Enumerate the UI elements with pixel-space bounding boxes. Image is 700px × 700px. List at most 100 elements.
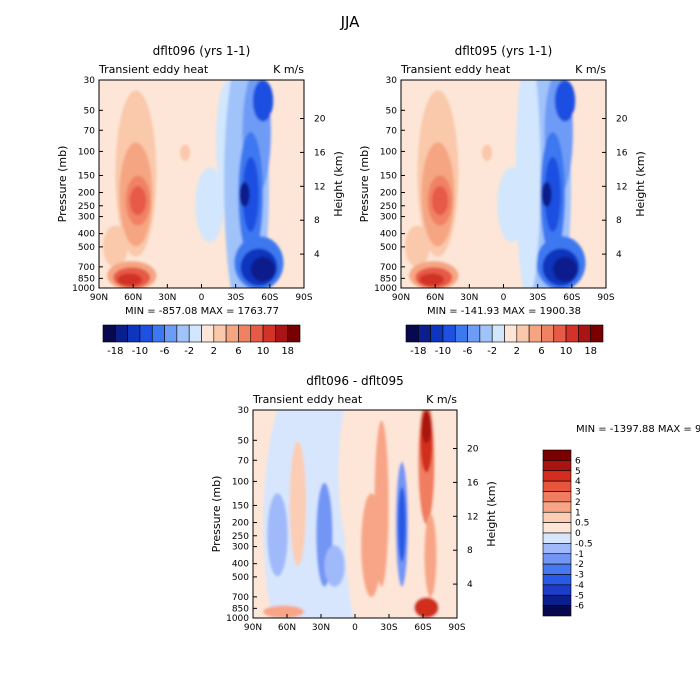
min-max-stats: MIN = -141.93 MAX = 1900.38 bbox=[427, 306, 581, 317]
colorbar-swatch bbox=[542, 543, 572, 555]
colorbar-swatch bbox=[542, 584, 572, 596]
contour-field bbox=[401, 80, 606, 288]
colorbar-swatch bbox=[213, 324, 227, 343]
colorbar-label: 10 bbox=[560, 346, 573, 357]
panel-2: dflt095 (yrs 1-1) Transient eddy heat K m/… bbox=[358, 44, 647, 357]
colorbar-label: -2 bbox=[487, 346, 497, 357]
colorbar-label: -2 bbox=[575, 560, 584, 570]
panel-1: dflt096 (yrs 1-1) Transient eddy heat K m/… bbox=[56, 44, 345, 357]
colorbar-swatch bbox=[553, 324, 567, 343]
colorbar-swatch bbox=[164, 324, 178, 343]
contour-region bbox=[515, 80, 541, 288]
colorbar-swatch bbox=[542, 594, 572, 606]
y-tick-label: 200 bbox=[78, 189, 95, 199]
colorbar-label: 2 bbox=[575, 498, 581, 508]
colorbar-swatch bbox=[491, 324, 505, 343]
colorbar-swatch bbox=[151, 324, 165, 343]
x-tick-label: 30S bbox=[227, 293, 244, 303]
colorbar-label: 6 bbox=[538, 346, 544, 357]
y-tick-label: 50 bbox=[386, 106, 398, 116]
contour-region bbox=[103, 225, 128, 268]
panel-title: dflt095 (yrs 1-1) bbox=[455, 44, 553, 58]
contour-region bbox=[431, 186, 449, 216]
x-tick-label: 30N bbox=[158, 293, 176, 303]
height-tick-label: 4 bbox=[467, 580, 473, 590]
colorbar-label: -6 bbox=[575, 602, 584, 612]
y-tick-label: 300 bbox=[232, 543, 249, 553]
height-axis-label: Height (km) bbox=[332, 151, 345, 217]
colorbar-swatch bbox=[542, 553, 572, 565]
y-tick-label: 850 bbox=[232, 604, 249, 614]
colorbar-swatch bbox=[139, 324, 153, 343]
contour-region bbox=[481, 144, 493, 162]
y-tick-label: 50 bbox=[84, 106, 96, 116]
colorbar: -18 -10 -6 -2 2 6 10 18 bbox=[102, 324, 301, 357]
colorbar-swatch bbox=[528, 324, 542, 343]
y-tick-label: 150 bbox=[232, 501, 249, 511]
y-tick-label: 70 bbox=[238, 456, 250, 466]
contour-region bbox=[239, 181, 250, 207]
x-tick-label: 60N bbox=[124, 293, 142, 303]
colorbar-swatch bbox=[542, 501, 572, 513]
colorbar-swatch bbox=[542, 605, 572, 617]
colorbar-swatch bbox=[542, 522, 572, 534]
height-tick-label: 16 bbox=[314, 148, 326, 158]
colorbar-label: 2 bbox=[211, 346, 217, 357]
y-tick-label: 250 bbox=[78, 202, 95, 212]
colorbar-swatch bbox=[542, 532, 572, 544]
contour-region bbox=[289, 441, 307, 566]
y-tick-label: 700 bbox=[380, 263, 397, 273]
colorbar-swatch bbox=[102, 324, 116, 343]
panel-title: dflt096 - dflt095 bbox=[306, 374, 404, 388]
colorbar-swatch bbox=[541, 324, 555, 343]
contour-region bbox=[374, 420, 389, 587]
height-tick-label: 16 bbox=[467, 478, 479, 488]
contour-region bbox=[541, 181, 552, 207]
height-tick-label: 20 bbox=[314, 115, 326, 125]
colorbar-label: 18 bbox=[281, 346, 294, 357]
height-tick-label: 12 bbox=[467, 512, 478, 522]
colorbar-label: 6 bbox=[235, 346, 241, 357]
x-tick-label: 90N bbox=[90, 293, 108, 303]
colorbar-label: -2 bbox=[184, 346, 194, 357]
colorbar-swatch bbox=[442, 324, 456, 343]
colorbar-swatch bbox=[115, 324, 128, 343]
y-tick-label: 70 bbox=[386, 126, 398, 136]
panel-units-label: K m/s bbox=[426, 393, 457, 406]
colorbar-swatch bbox=[542, 460, 572, 472]
y-tick-label: 300 bbox=[78, 213, 95, 223]
y-tick-label: 30 bbox=[238, 406, 250, 416]
colorbar-label: -5 bbox=[575, 591, 584, 601]
colorbar-swatch bbox=[188, 324, 202, 343]
height-tick-label: 8 bbox=[314, 216, 320, 226]
x-tick-label: 90N bbox=[392, 293, 410, 303]
colorbar-swatch bbox=[542, 449, 572, 461]
colorbar-swatch bbox=[542, 574, 572, 586]
colorbar-swatch bbox=[430, 324, 444, 343]
colorbar-swatch bbox=[467, 324, 481, 343]
y-tick-label: 500 bbox=[232, 573, 249, 583]
y-tick-label: 1000 bbox=[374, 284, 397, 294]
colorbar-label: 6 bbox=[575, 456, 581, 466]
x-tick-label: 90S bbox=[597, 293, 614, 303]
x-tick-label: 0 bbox=[501, 293, 507, 303]
y-axis-label: Pressure (mb) bbox=[210, 476, 223, 553]
contour-region bbox=[324, 545, 345, 587]
panel-3: dflt096 - dflt095 Transient eddy heat K m/… bbox=[210, 374, 700, 633]
colorbar-swatch bbox=[250, 324, 264, 343]
x-tick-label: 90S bbox=[295, 293, 312, 303]
colorbar-swatch bbox=[542, 563, 572, 575]
contour-region bbox=[554, 80, 576, 122]
height-axis-label: Height (km) bbox=[485, 481, 498, 547]
y-tick-label: 300 bbox=[380, 213, 397, 223]
y-tick-label: 150 bbox=[380, 171, 397, 181]
contour-region bbox=[195, 167, 225, 243]
y-tick-label: 500 bbox=[380, 243, 397, 253]
colorbar-swatch bbox=[262, 324, 276, 343]
y-tick-label: 400 bbox=[78, 230, 95, 240]
x-tick-label: 30N bbox=[460, 293, 478, 303]
y-tick-label: 400 bbox=[380, 230, 397, 240]
colorbar-swatch bbox=[542, 491, 572, 503]
colorbar-swatch bbox=[127, 324, 141, 343]
